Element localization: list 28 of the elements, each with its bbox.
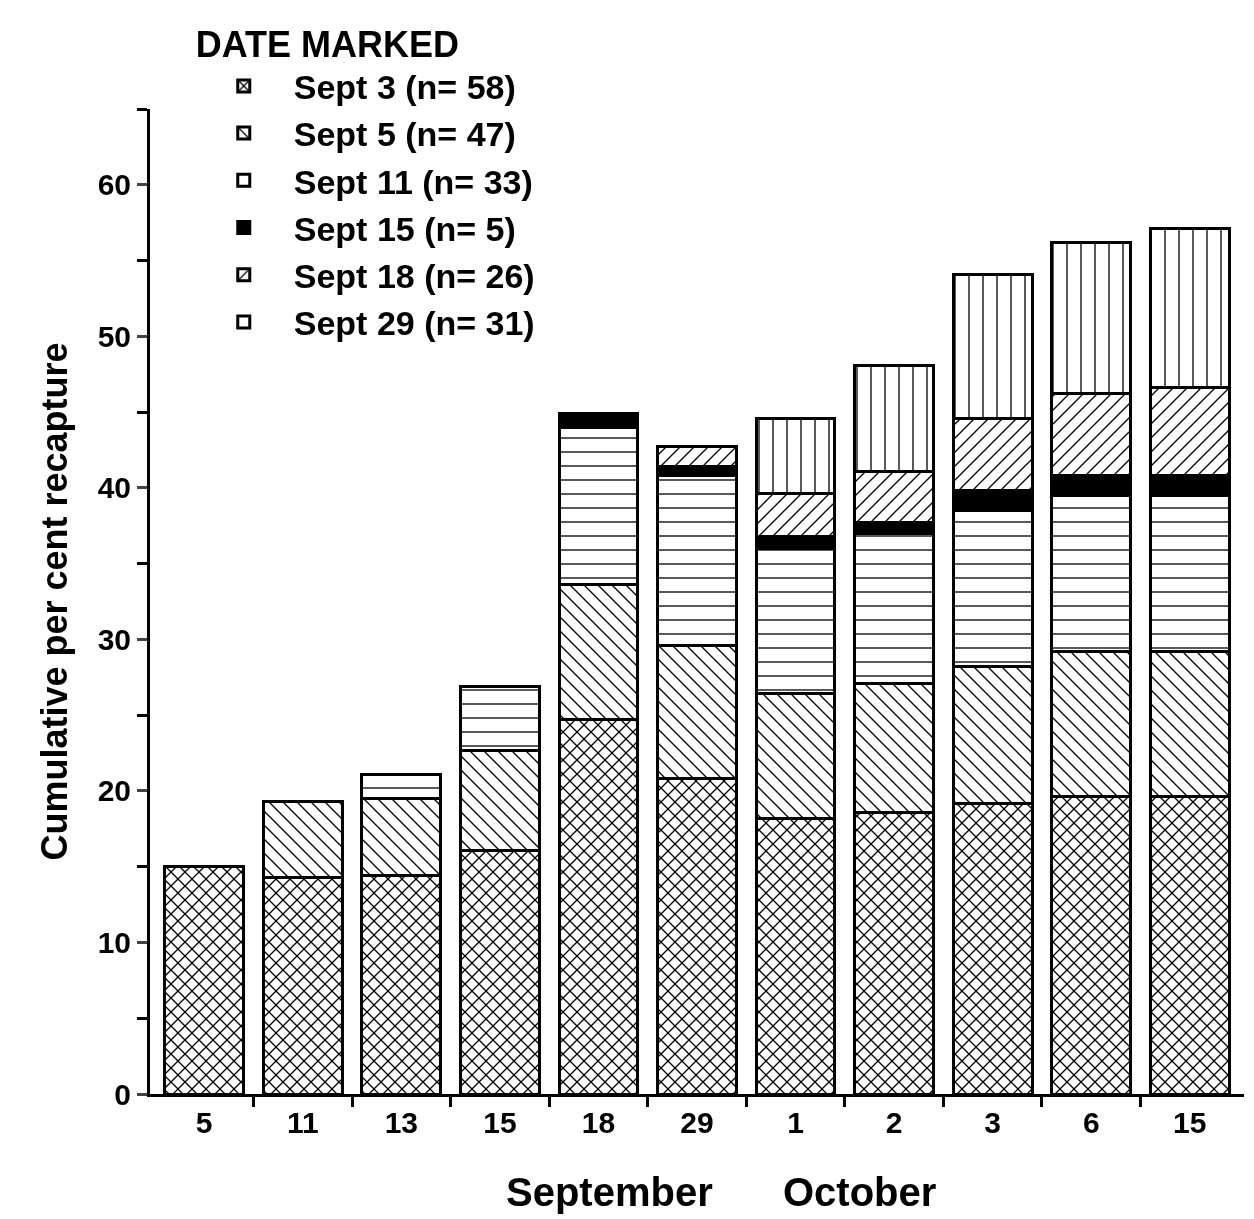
x-tick-label: 1 bbox=[787, 1106, 804, 1139]
x-tick-label: 18 bbox=[581, 1106, 616, 1139]
x-tick-label: 2 bbox=[885, 1106, 903, 1139]
x-tick-label: 6 bbox=[1082, 1106, 1100, 1139]
x-tick-label: 13 bbox=[384, 1106, 419, 1139]
legend-label: Sept 29 (n= 31) bbox=[293, 304, 535, 343]
text: September bbox=[506, 1170, 713, 1214]
y-tick-label: 0 bbox=[114, 1077, 131, 1111]
x-tick-label: 15 bbox=[1173, 1106, 1207, 1139]
legend-title: DATE MARKED bbox=[195, 24, 460, 66]
y-tick-label: 50 bbox=[97, 319, 131, 353]
x-tick-label: 11 bbox=[286, 1106, 319, 1139]
y-tick-label: 10 bbox=[97, 925, 131, 959]
x-tick-label: 29 bbox=[680, 1106, 714, 1139]
legend-label: Sept 5 (n= 47) bbox=[293, 115, 516, 154]
legend-label: Sept 11 (n= 33) bbox=[293, 162, 533, 201]
y-tick-label: 20 bbox=[97, 774, 131, 808]
y-axis-title: Cumulative per cent recapture bbox=[33, 342, 75, 861]
y-tick-label: 60 bbox=[97, 168, 131, 202]
legend-label: Sept 3 (n= 58) bbox=[293, 68, 516, 107]
x-tick-label: 3 bbox=[984, 1106, 1002, 1139]
x-tick-label: 5 bbox=[195, 1106, 213, 1139]
legend-label: Sept 15 (n= 5) bbox=[293, 209, 516, 248]
y-tick-label: 40 bbox=[97, 471, 131, 505]
y-tick-label: 30 bbox=[97, 622, 131, 656]
text: October bbox=[783, 1170, 937, 1214]
legend-label: Sept 18 (n= 26) bbox=[293, 256, 535, 295]
x-tick-label: 15 bbox=[483, 1106, 517, 1139]
